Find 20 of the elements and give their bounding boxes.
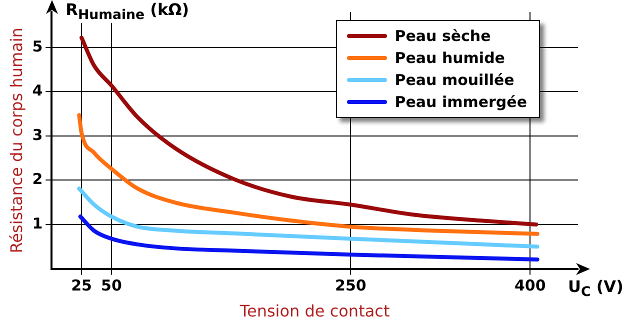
x-tick-label: 400 bbox=[514, 276, 546, 295]
x-tick-label: 50 bbox=[101, 276, 122, 295]
legend-label: Peau mouillée bbox=[394, 71, 514, 89]
y-tick-label: 1 bbox=[32, 214, 43, 232]
line-series bbox=[77, 113, 540, 236]
y-axis-title: Résistance du corps humain bbox=[6, 28, 26, 254]
line-series bbox=[78, 214, 540, 262]
y-tick-label: 5 bbox=[32, 37, 43, 56]
y-tick-label: 2 bbox=[32, 170, 43, 188]
legend-label: Peau sèche bbox=[394, 27, 491, 45]
x-tick-label: 250 bbox=[335, 276, 366, 295]
y-tick-label: 3 bbox=[32, 126, 43, 144]
legend-label: Peau humide bbox=[394, 49, 505, 67]
legend-label: Peau immergée bbox=[394, 93, 527, 111]
text: U$_{C}$ (V) bbox=[568, 276, 624, 300]
x-axis-title: Tension de contact bbox=[238, 302, 390, 321]
line-series bbox=[77, 186, 540, 249]
annotation: R$_{Humaine}$ (kΩ) bbox=[66, 0, 190, 24]
y-tick-label: 4 bbox=[32, 82, 43, 100]
x-tick-label: 25 bbox=[71, 276, 92, 295]
